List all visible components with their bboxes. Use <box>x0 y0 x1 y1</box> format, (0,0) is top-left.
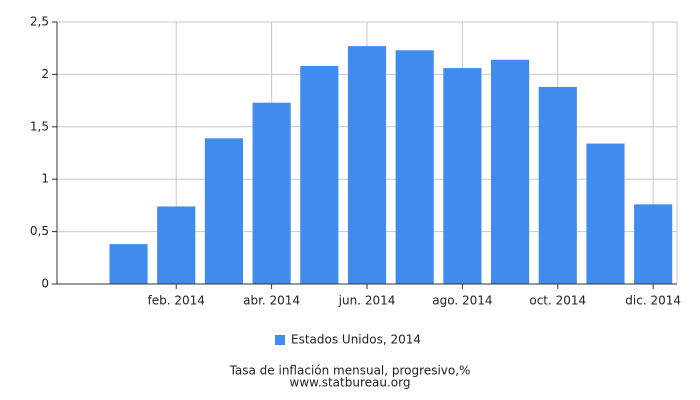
y-tick-label: 0,5 <box>30 224 49 238</box>
x-tick-label: jun. 2014 <box>338 294 396 308</box>
bar <box>491 59 530 285</box>
y-tick-label: 1 <box>41 172 49 186</box>
x-tick-label: dic. 2014 <box>625 294 681 308</box>
chart-title: Tasa de inflación mensual, progresivo,% <box>229 364 471 378</box>
bar <box>634 204 673 284</box>
bar <box>586 143 625 284</box>
bar <box>300 66 339 285</box>
bar <box>252 102 291 284</box>
y-tick-label: 2,5 <box>30 15 49 29</box>
bar <box>443 68 482 284</box>
y-tick-label: 1,5 <box>30 119 49 133</box>
y-tick-label: 0 <box>41 277 49 291</box>
x-tick-label: oct. 2014 <box>529 294 586 308</box>
x-tick-label: ago. 2014 <box>432 294 492 308</box>
x-tick-label: abr. 2014 <box>243 294 300 308</box>
bar <box>395 50 434 284</box>
legend-swatch <box>275 335 285 345</box>
bar <box>157 206 196 284</box>
bar <box>538 86 577 284</box>
bar <box>204 138 243 284</box>
source: www.statbureau.org <box>290 376 411 390</box>
bar <box>347 46 387 284</box>
y-tick-label: 2 <box>41 67 49 81</box>
bar <box>109 244 148 284</box>
x-tick-label: feb. 2014 <box>148 294 205 308</box>
legend-label: Estados Unidos, 2014 <box>291 333 421 347</box>
